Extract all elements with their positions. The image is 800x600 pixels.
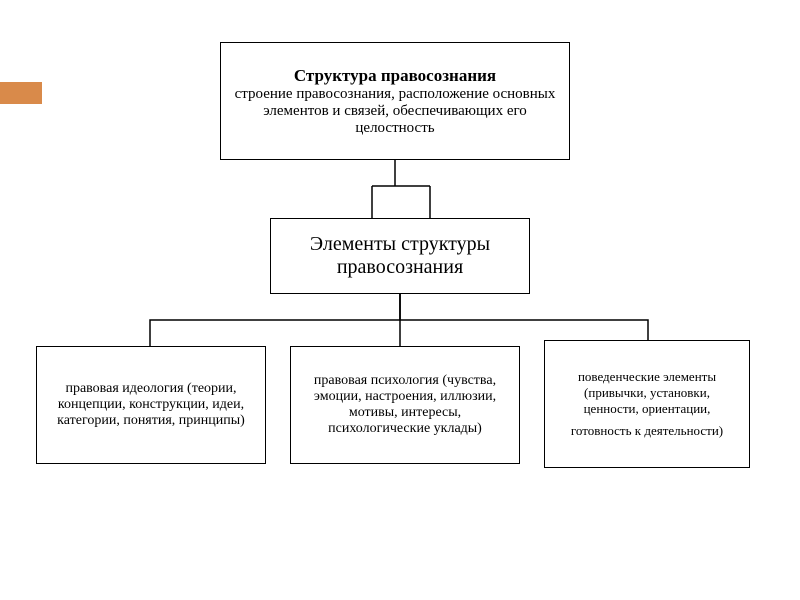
node-mid-title: Элементы структуры правосознания <box>281 233 519 279</box>
node-leaf3: поведенческие элементы (привычки, устано… <box>544 340 750 468</box>
node-leaf3-body1: поведенческие элементы (привычки, устано… <box>555 369 739 417</box>
accent-bar <box>0 82 42 104</box>
node-root: Структура правосознания строение правосо… <box>220 42 570 160</box>
node-root-body: строение правосознания, расположение осн… <box>231 86 559 137</box>
node-root-title: Структура правосознания <box>231 66 559 86</box>
node-leaf3-body2: готовность к деятельности) <box>555 423 739 439</box>
node-leaf1: правовая идеология (теории, концепции, к… <box>36 346 266 464</box>
node-leaf1-body: правовая идеология (теории, концепции, к… <box>47 381 255 429</box>
node-leaf2: правовая психология (чувства, эмоции, на… <box>290 346 520 464</box>
node-leaf2-body: правовая психология (чувства, эмоции, на… <box>301 373 509 437</box>
node-mid: Элементы структуры правосознания <box>270 218 530 294</box>
